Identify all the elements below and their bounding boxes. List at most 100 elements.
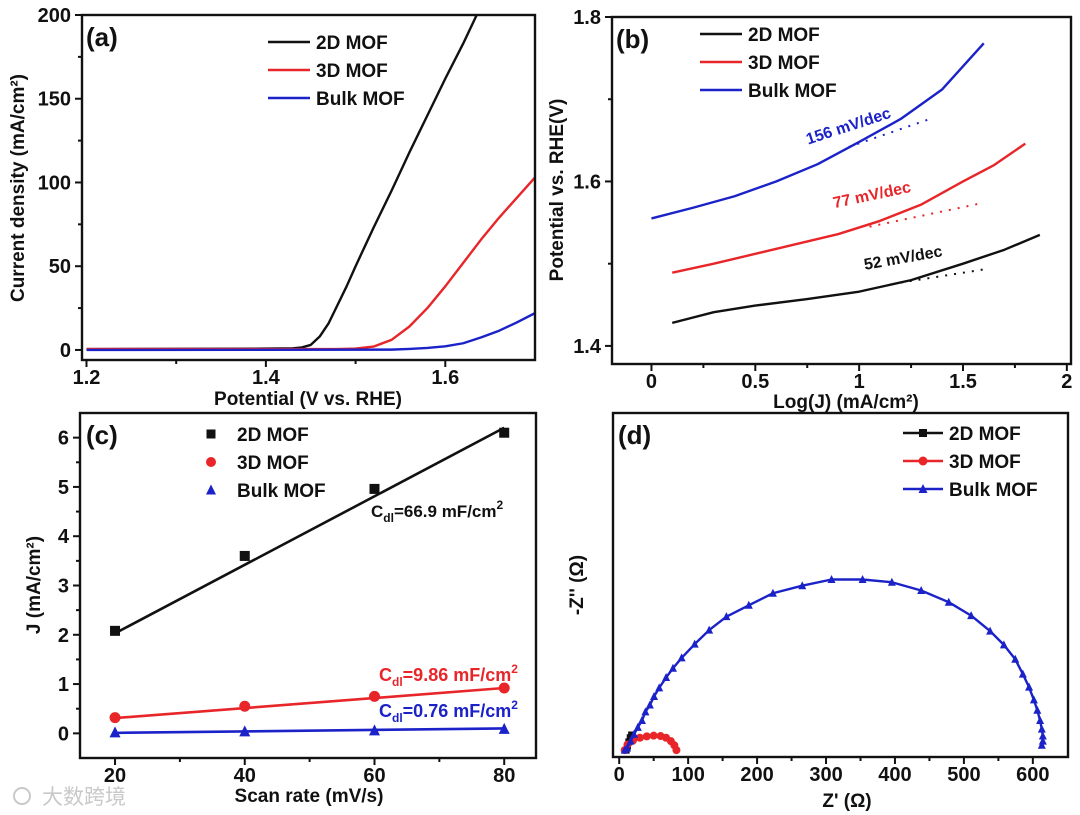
- y-tick-label: 100: [38, 172, 71, 194]
- panel-label: (b): [616, 24, 649, 54]
- legend-label: 3D MOF: [316, 61, 388, 82]
- data-point: [626, 736, 635, 745]
- data-point: [677, 653, 686, 662]
- legend-label: Bulk MOF: [949, 480, 1038, 501]
- x-tick-label: 0.5: [741, 371, 769, 393]
- x-tick-label: 2: [1061, 371, 1072, 393]
- capacitance-sub: dl: [392, 675, 403, 689]
- x-tick-label: 1.5: [949, 371, 977, 393]
- panel-a: 1.2 1.4 1.6 0 50 100 150 200 Potential (V vs. RH…: [8, 5, 537, 410]
- watermark-logo-icon: [13, 787, 31, 805]
- legend-marker: [919, 429, 927, 437]
- data-point: [645, 700, 654, 709]
- legend-label: 2D MOF: [237, 425, 309, 446]
- data-point: [768, 588, 777, 597]
- x-tick-label: 1.4: [252, 367, 281, 389]
- data-point: [1036, 716, 1045, 725]
- x-tick-label: 1.6: [431, 367, 459, 389]
- x-tick-label: 60: [363, 765, 385, 787]
- legend-label: 2D MOF: [316, 33, 388, 54]
- y-tick-label: 0: [60, 340, 71, 362]
- data-point: [109, 726, 121, 738]
- panel-b: 0 0.5 1 1.5 2 1.4 1.6 1.8 Log(J) (mA/cm²) Potenti…: [547, 7, 1072, 413]
- data-point: [649, 731, 658, 740]
- x-tick-label: 100: [671, 764, 704, 786]
- data-point: [369, 483, 380, 494]
- capacitance-label: Cdl=66.9 mF/cm2: [371, 498, 503, 525]
- data-point: [641, 707, 650, 716]
- x-tick-label: 0: [614, 764, 625, 786]
- data-point: [744, 600, 753, 609]
- legend-label: Bulk MOF: [237, 481, 326, 502]
- plot-area: [651, 42, 1041, 325]
- capacitance-main: =0.76 mF/cm: [403, 701, 512, 721]
- legend-marker: [206, 457, 216, 467]
- data-point: [999, 640, 1008, 649]
- y-tick-label: 1.6: [573, 171, 601, 193]
- tafel-slope-label: 77 mV/dec: [832, 179, 913, 212]
- series-line-3d-mof: [86, 176, 535, 351]
- legend-label: 3D MOF: [949, 452, 1021, 473]
- y-tick-label: 150: [38, 89, 71, 111]
- y-tick-label: 1: [58, 674, 69, 696]
- legend-label: 2D MOF: [748, 25, 820, 46]
- y-tick-label: 4: [58, 526, 70, 548]
- data-point: [887, 577, 896, 586]
- data-point: [722, 612, 731, 621]
- data-point: [668, 663, 677, 672]
- data-point: [827, 574, 836, 583]
- legend-marker: [206, 484, 216, 495]
- capacitance-c: C: [371, 502, 383, 521]
- data-point: [499, 427, 510, 438]
- y-tick-label: 1.4: [573, 336, 602, 358]
- data-point: [967, 611, 976, 620]
- data-point: [109, 712, 121, 724]
- x-tick-label: 300: [809, 764, 842, 786]
- plot-frame: [611, 411, 1070, 759]
- y-tick-label: 50: [49, 256, 71, 278]
- data-point: [498, 682, 510, 694]
- fit-line: [115, 727, 505, 735]
- legend-label: 3D MOF: [237, 453, 309, 474]
- legend-label: Bulk MOF: [748, 81, 837, 102]
- panel-label: (a): [86, 22, 118, 52]
- series-line-bulk-mof: [86, 312, 535, 352]
- legend-label: 2D MOF: [949, 424, 1021, 445]
- data-point: [110, 625, 121, 636]
- y-axis-label: -Z'' (Ω): [567, 555, 588, 615]
- data-point: [633, 722, 642, 731]
- plot-frame: [78, 411, 538, 760]
- x-tick-label: 40: [234, 765, 256, 787]
- tafel-slope-label: 52 mV/dec: [863, 243, 944, 274]
- y-tick-label: 5: [58, 477, 69, 499]
- tafel-fit-line: [869, 202, 980, 228]
- capacitance-main: =66.9 mF/cm: [394, 502, 497, 521]
- data-point: [1038, 731, 1047, 740]
- data-point: [1038, 736, 1047, 745]
- fit-line: [114, 686, 505, 720]
- y-axis-label: Current density (mA/cm²): [8, 74, 29, 302]
- capacitance-label: Cdl=0.76 mF/cm2: [379, 698, 518, 725]
- data-point: [1037, 724, 1046, 733]
- capacitance-label: Cdl=9.86 mF/cm2: [379, 662, 518, 689]
- data-point: [1037, 740, 1046, 749]
- data-point: [650, 691, 659, 700]
- y-tick-label: 6: [58, 428, 69, 450]
- data-point: [239, 550, 250, 561]
- data-point: [635, 733, 644, 742]
- x-tick-label: 400: [878, 764, 911, 786]
- legend-marker: [206, 429, 216, 439]
- data-point: [690, 639, 699, 648]
- panel-c: 20 40 60 80 0 1 2 3 4 5 6 Scan rate (mV/s) J (mA/cm²…: [24, 411, 538, 807]
- capacitance-sup: 2: [511, 698, 518, 712]
- data-point: [672, 746, 681, 755]
- x-tick-label: 1.2: [73, 367, 101, 389]
- series-line-2d-mof: [86, 15, 478, 351]
- legend-marker: [918, 484, 928, 493]
- capacitance-sup: 2: [496, 498, 503, 512]
- capacitance-c: C: [379, 701, 392, 721]
- plot-area: [620, 574, 1047, 755]
- legend-label: Bulk MOF: [316, 89, 405, 110]
